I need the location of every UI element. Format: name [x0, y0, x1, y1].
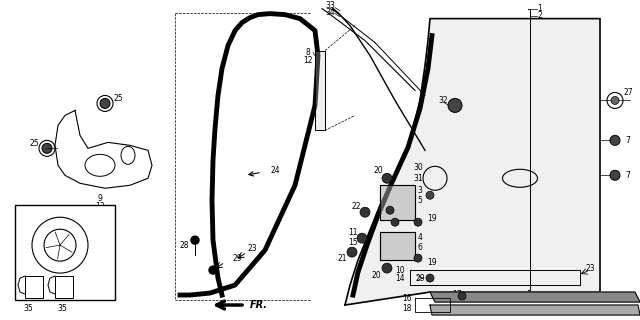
Text: 25: 25: [29, 139, 39, 148]
Text: 27: 27: [623, 88, 633, 97]
Text: 15: 15: [348, 238, 358, 247]
Text: 17: 17: [452, 290, 462, 299]
Text: 8: 8: [306, 48, 310, 57]
Text: 19: 19: [427, 214, 437, 223]
Circle shape: [610, 170, 620, 180]
Text: 10: 10: [395, 266, 405, 275]
Text: 4: 4: [417, 233, 422, 242]
Text: 34: 34: [325, 8, 335, 17]
Text: FR.: FR.: [250, 300, 268, 310]
Circle shape: [191, 236, 199, 244]
Text: 21: 21: [337, 254, 347, 263]
Text: 7: 7: [625, 171, 630, 180]
Text: 18: 18: [403, 304, 412, 313]
Circle shape: [448, 99, 462, 112]
Text: 28: 28: [179, 241, 189, 250]
Text: 23: 23: [247, 244, 257, 253]
Text: 16: 16: [402, 293, 412, 302]
Circle shape: [458, 292, 466, 300]
Circle shape: [382, 173, 392, 183]
Text: 29: 29: [232, 254, 242, 263]
Polygon shape: [430, 305, 640, 315]
Circle shape: [360, 207, 370, 217]
Text: 25: 25: [113, 94, 123, 103]
Text: 3: 3: [417, 186, 422, 195]
Text: 22: 22: [351, 202, 361, 211]
Text: 11: 11: [348, 228, 358, 237]
Text: 33: 33: [325, 1, 335, 10]
Text: 32: 32: [438, 96, 448, 105]
Polygon shape: [345, 19, 600, 305]
Text: 2: 2: [538, 11, 542, 20]
Text: 14: 14: [395, 274, 405, 283]
FancyBboxPatch shape: [25, 276, 43, 298]
Text: 35: 35: [23, 304, 33, 313]
Text: 30: 30: [413, 163, 423, 172]
Text: 7: 7: [625, 136, 630, 145]
Text: TRT4B5320A: TRT4B5320A: [540, 310, 582, 316]
Text: 35: 35: [57, 304, 67, 313]
Circle shape: [347, 247, 357, 257]
Text: 12: 12: [303, 56, 313, 65]
Polygon shape: [430, 292, 640, 302]
Circle shape: [610, 135, 620, 145]
Text: 29: 29: [415, 274, 425, 283]
Text: 19: 19: [427, 258, 437, 267]
Text: 20: 20: [373, 166, 383, 175]
Text: 24: 24: [270, 166, 280, 175]
Text: 5: 5: [417, 196, 422, 205]
Polygon shape: [380, 232, 415, 260]
Circle shape: [357, 233, 367, 243]
Circle shape: [386, 206, 394, 214]
Circle shape: [426, 191, 434, 199]
Circle shape: [414, 218, 422, 226]
Polygon shape: [380, 185, 415, 220]
FancyBboxPatch shape: [55, 276, 73, 298]
Text: 6: 6: [417, 243, 422, 252]
Text: 23: 23: [585, 264, 595, 273]
Polygon shape: [315, 51, 325, 130]
Circle shape: [382, 263, 392, 273]
Circle shape: [42, 143, 52, 153]
Bar: [15, 205, 115, 300]
Circle shape: [391, 218, 399, 226]
Circle shape: [209, 266, 217, 274]
Text: 1: 1: [538, 4, 542, 13]
Circle shape: [426, 274, 434, 282]
Circle shape: [100, 99, 110, 108]
Text: 9: 9: [97, 194, 102, 203]
Circle shape: [414, 254, 422, 262]
Text: 20: 20: [371, 271, 381, 280]
Circle shape: [611, 96, 619, 104]
Text: 13: 13: [95, 202, 105, 211]
Text: 31: 31: [413, 174, 423, 183]
